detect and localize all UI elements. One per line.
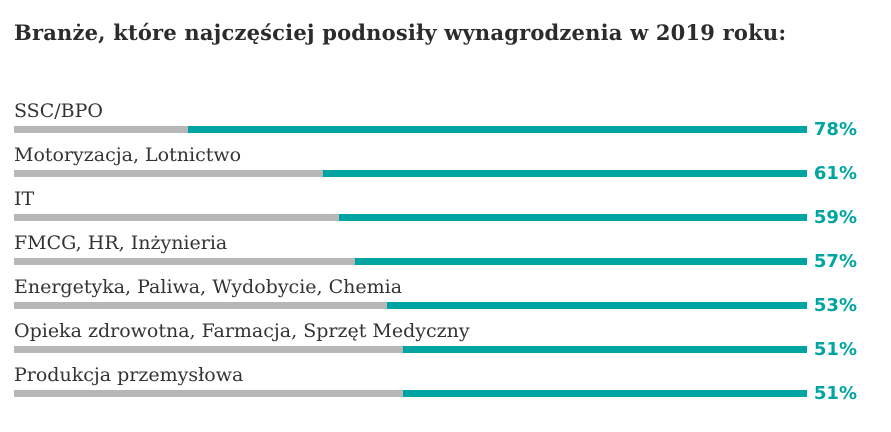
bar-fill <box>402 390 807 397</box>
bar-row: Produkcja przemysłowa 51% <box>14 364 857 403</box>
bar-track <box>14 302 807 309</box>
category-label: Energetyka, Paliwa, Wydobycie, Chemia <box>14 276 403 298</box>
bar-fill <box>354 258 807 265</box>
bar-row: Energetyka, Paliwa, Wydobycie, Chemia 53% <box>14 276 857 315</box>
chart-title: Branże, które najczęściej podnosiły wyna… <box>14 20 787 45</box>
bar-line: 57% <box>14 251 857 271</box>
value-label: 51% <box>813 382 857 404</box>
bar-row: Motoryzacja, Lotnictwo 61% <box>14 144 857 183</box>
category-label: Produkcja przemysłowa <box>14 364 244 386</box>
category-label: IT <box>14 188 35 210</box>
bar-line: 59% <box>14 207 857 227</box>
value-label: 53% <box>813 294 857 316</box>
bar-fill <box>402 346 807 353</box>
bar-remainder <box>14 214 340 221</box>
value-label: 57% <box>813 250 857 272</box>
category-label: Motoryzacja, Lotnictwo <box>14 144 242 166</box>
bar-line: 78% <box>14 119 857 139</box>
bar-fill <box>323 170 807 177</box>
bar-row: Opieka zdrowotna, Farmacja, Sprzęt Medyc… <box>14 320 857 359</box>
bar-track <box>14 214 807 221</box>
bar-fill <box>386 302 807 309</box>
bar-row: FMCG, HR, Inżynieria 57% <box>14 232 857 271</box>
category-label: Opieka zdrowotna, Farmacja, Sprzęt Medyc… <box>14 320 470 342</box>
bar-remainder <box>14 390 403 397</box>
category-label: SSC/BPO <box>14 100 103 122</box>
bar-track <box>14 258 807 265</box>
bar-chart: Branże, które najczęściej podnosiły wyna… <box>14 20 857 403</box>
bar-track <box>14 126 807 133</box>
bar-remainder <box>14 346 403 353</box>
bar-fill <box>339 214 807 221</box>
bar-remainder <box>14 302 387 309</box>
bar-line: 51% <box>14 339 857 359</box>
bar-track <box>14 390 807 397</box>
bar-row: SSC/BPO 78% <box>14 100 857 139</box>
bar-line: 61% <box>14 163 857 183</box>
bar-remainder <box>14 126 189 133</box>
value-label: 59% <box>813 206 857 228</box>
bar-rows: SSC/BPO 78% Motoryzacja, Lotnictwo 61% IT 59%… <box>14 100 857 403</box>
bar-track <box>14 170 807 177</box>
bar-line: 53% <box>14 295 857 315</box>
value-label: 78% <box>813 118 857 140</box>
category-label: FMCG, HR, Inżynieria <box>14 232 228 254</box>
bar-remainder <box>14 258 355 265</box>
bar-line: 51% <box>14 383 857 403</box>
value-label: 61% <box>813 162 857 184</box>
bar-remainder <box>14 170 324 177</box>
value-label: 51% <box>813 338 857 360</box>
bar-fill <box>188 126 807 133</box>
bar-row: IT 59% <box>14 188 857 227</box>
bar-track <box>14 346 807 353</box>
